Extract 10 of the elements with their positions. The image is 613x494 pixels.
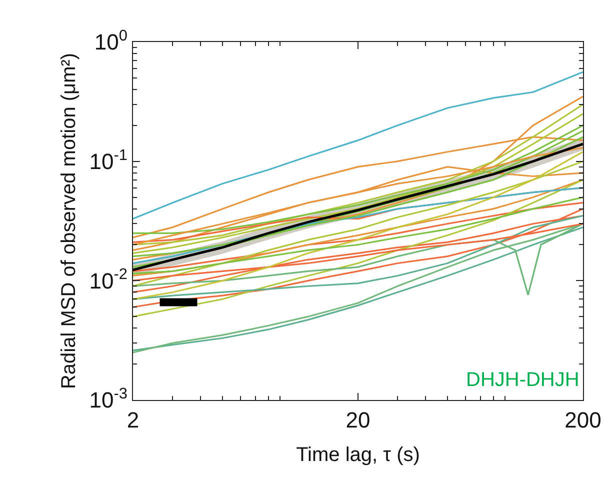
y-tick-label: 10$^{-3}$ [89,385,128,413]
y-axis-title: Radial MSD of observed motion (μm²) [58,52,80,390]
x-tick-label: 20 [346,408,370,433]
y-tick-label: 10$^{0}$ [94,27,128,55]
y-tick-label: 10$^{-2}$ [89,266,128,294]
x-tick-label: 200 [564,408,602,433]
y-tick-label: 10$^{-1}$ [89,146,128,174]
annotation: DHJH-DHJH [466,369,580,391]
x-tick-label: 2 [126,408,140,433]
x-axis-title: Time lag, τ (s) [296,444,420,466]
